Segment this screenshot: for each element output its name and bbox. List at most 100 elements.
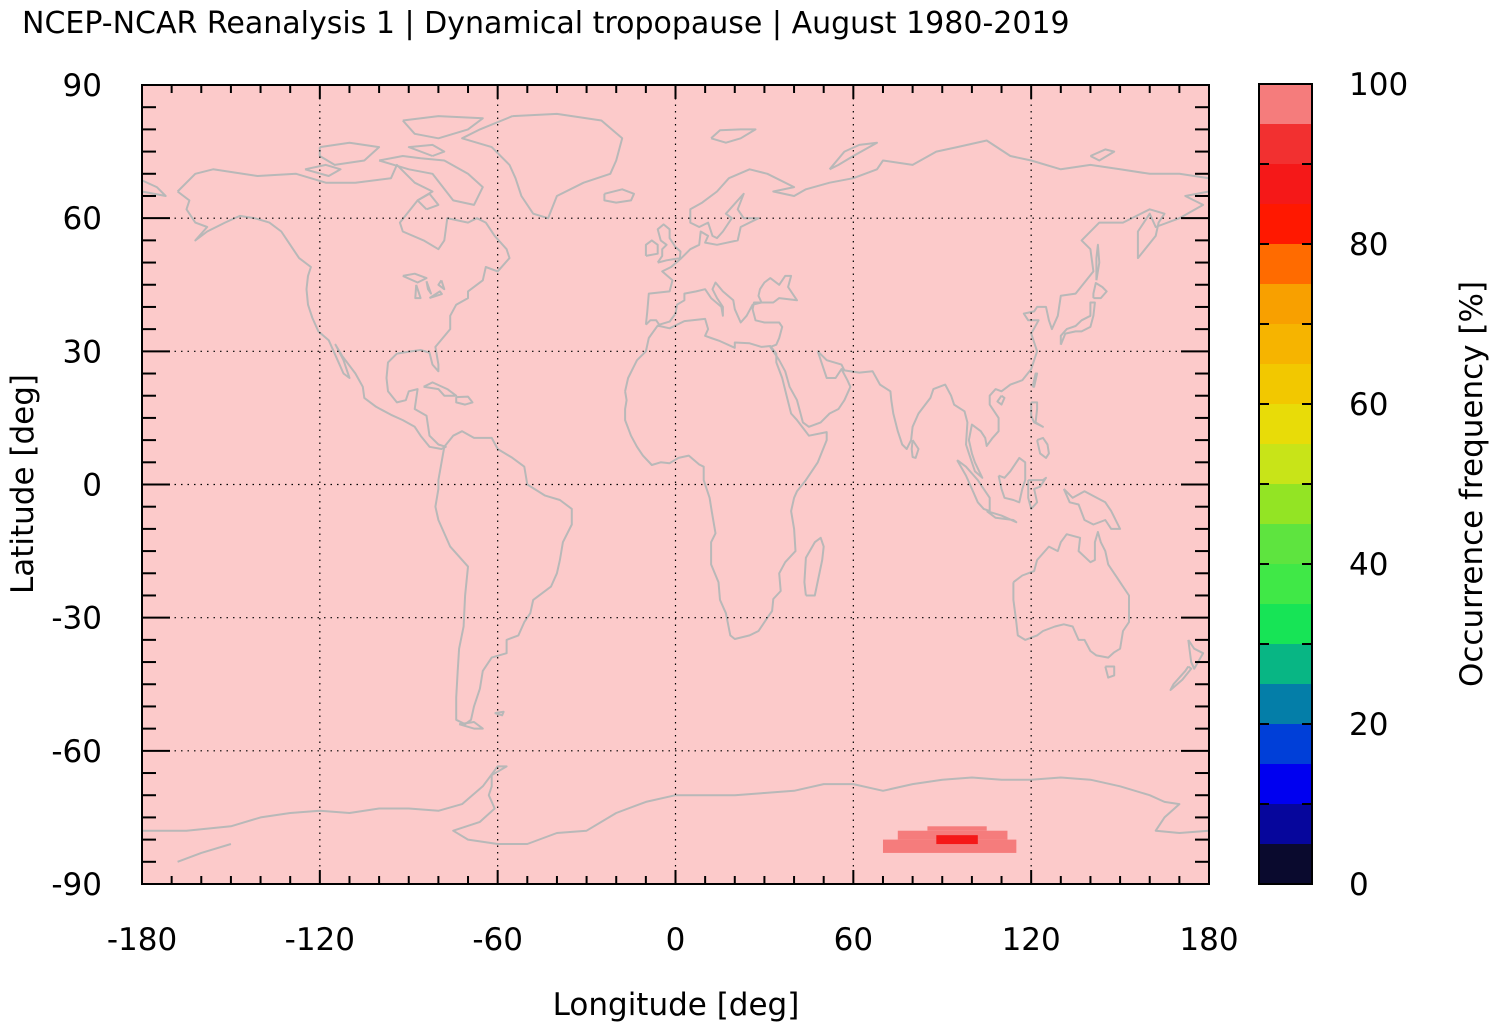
- colorbar-swatch: [1259, 604, 1312, 644]
- coastline: [828, 141, 878, 171]
- tick-marks: [142, 85, 1209, 884]
- heatmap-cells: [882, 826, 1017, 853]
- coastline: [1089, 148, 1116, 162]
- colorbar: 0 20 40 60 80 100: [1258, 67, 1408, 903]
- colorbar-swatch: [1259, 84, 1312, 124]
- coastline: [1104, 665, 1116, 679]
- coastline: [402, 272, 428, 284]
- y-tick-label: 30: [63, 334, 102, 370]
- colorbar-swatch: [1259, 124, 1312, 164]
- coastline: [1095, 243, 1101, 281]
- coastline: [997, 456, 1027, 504]
- coastline: [1187, 639, 1205, 670]
- coastline: [437, 279, 446, 291]
- colorbar-swatch: [1259, 644, 1312, 684]
- plot-frame: [141, 84, 1210, 885]
- coastline: [1031, 372, 1039, 388]
- y-axis-label: Latitude [deg]: [5, 374, 41, 594]
- coastline: [624, 317, 828, 640]
- coastline: [996, 394, 1006, 406]
- x-tick-labels: -180 -120 -60 0 60 120 180: [107, 922, 1239, 958]
- colorbar-tick-label: 100: [1349, 67, 1408, 103]
- coastlines: [141, 112, 1210, 863]
- coastline: [644, 239, 659, 257]
- coastline: [142, 765, 1210, 845]
- heatmap-cell: [882, 839, 1017, 853]
- colorbar-swatch: [1259, 804, 1312, 844]
- coastline: [177, 843, 232, 863]
- coastline: [378, 155, 484, 206]
- coastline: [644, 139, 1210, 479]
- coastline: [603, 188, 635, 204]
- y-tick-labels: 90 60 30 0 -30 -60 -90: [51, 68, 102, 903]
- coastline: [318, 141, 381, 166]
- y-tick-label: 60: [63, 201, 102, 237]
- coastline: [1062, 488, 1122, 530]
- chart-title: NCEP-NCAR Reanalysis 1 | Dynamical tropo…: [22, 6, 1070, 41]
- coastline: [458, 721, 484, 730]
- colorbar-swatch: [1259, 844, 1312, 884]
- coastline: [428, 290, 443, 300]
- colorbar-swatch: [1259, 444, 1312, 484]
- colorbar-label: Occurrence frequency [%]: [1454, 281, 1490, 687]
- coastline: [910, 439, 920, 459]
- colorbar-swatch: [1259, 684, 1312, 724]
- coastline: [414, 284, 422, 300]
- colorbar-swatch: [1259, 764, 1312, 804]
- coastline: [656, 223, 682, 264]
- x-tick-label: 0: [666, 922, 686, 958]
- plot-area: [141, 84, 1210, 885]
- y-tick-label: 0: [82, 468, 102, 504]
- coastline: [1092, 282, 1108, 300]
- x-tick-label: -180: [107, 922, 177, 958]
- coastline: [455, 395, 474, 406]
- coastline: [461, 112, 624, 220]
- colorbar-swatch: [1259, 564, 1312, 604]
- coastline: [1059, 301, 1096, 346]
- y-tick-label: -90: [51, 867, 102, 903]
- colorbar-tick-label: 60: [1349, 387, 1388, 423]
- y-tick-label: -60: [51, 734, 102, 770]
- coastline: [304, 163, 342, 177]
- x-tick-label: 60: [834, 922, 873, 958]
- heatmap-cell: [927, 826, 987, 831]
- coastline: [1036, 436, 1050, 459]
- coastline: [494, 710, 505, 717]
- colorbar-swatch: [1259, 244, 1312, 284]
- colorbar-swatch: [1259, 404, 1312, 444]
- colorbar-swatch: [1259, 524, 1312, 564]
- y-tick-label: 90: [63, 68, 102, 104]
- coastline: [407, 143, 446, 157]
- colorbar-swatch: [1259, 484, 1312, 524]
- coastline: [416, 192, 440, 211]
- colorbar-tick-label: 20: [1349, 707, 1388, 743]
- x-tick-label: 180: [1179, 922, 1238, 958]
- coastline: [986, 510, 1018, 524]
- colorbar-swatch: [1259, 364, 1312, 404]
- coastline: [1012, 531, 1130, 659]
- colorbar-tick-label: 0: [1349, 867, 1369, 903]
- colorbar-swatch: [1259, 284, 1312, 324]
- colorbar-swatch: [1259, 324, 1312, 364]
- coastline: [1027, 476, 1047, 510]
- y-tick-label: -30: [51, 601, 102, 637]
- x-tick-label: -60: [472, 922, 523, 958]
- coastline: [1030, 401, 1044, 428]
- coastline: [423, 381, 458, 397]
- coastline: [402, 115, 484, 140]
- colorbar-swatch: [1259, 164, 1312, 204]
- colorbar-tick-label: 40: [1349, 547, 1388, 583]
- colorbar-tick-label: 80: [1349, 227, 1388, 263]
- x-tick-label: -120: [285, 922, 355, 958]
- coastline: [425, 280, 432, 295]
- x-tick-label: 120: [1002, 922, 1061, 958]
- x-axis-label: Longitude [deg]: [553, 987, 800, 1023]
- coastline: [176, 163, 511, 450]
- coastline: [434, 430, 573, 726]
- coastline: [141, 179, 167, 197]
- coastline: [710, 128, 757, 144]
- coastline: [803, 536, 825, 597]
- grid: [142, 85, 1209, 884]
- coastline: [1169, 665, 1193, 691]
